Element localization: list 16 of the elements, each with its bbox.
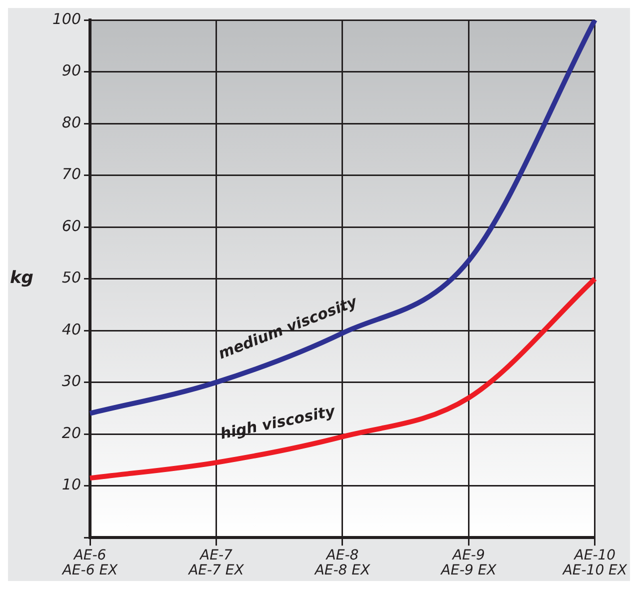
x-tick-label: AE-6 AE-6 EX — [61, 548, 118, 578]
y-tick-label: 40 — [62, 320, 81, 338]
x-tick-label: AE-8 AE-8 EX — [314, 548, 370, 578]
y-tick-label: 10 — [62, 476, 81, 494]
y-tick-label: 60 — [62, 216, 81, 235]
y-tick-label: 90 — [62, 62, 81, 80]
y-tick-label: 80 — [62, 113, 81, 132]
y-tick-label: 20 — [62, 424, 81, 442]
y-tick-label: 70 — [62, 165, 81, 184]
y-axis-title: kg — [10, 268, 34, 288]
x-tick-label: AE-9 AE-9 EX — [440, 548, 497, 578]
y-tick-label: 100 — [52, 10, 81, 28]
y-tick-label: 30 — [62, 372, 81, 390]
x-tick-label: AE-10 AE-10 EX — [562, 548, 628, 578]
y-tick-label: 50 — [62, 268, 81, 287]
x-tick-label: AE-7 AE-7 EX — [188, 548, 244, 578]
